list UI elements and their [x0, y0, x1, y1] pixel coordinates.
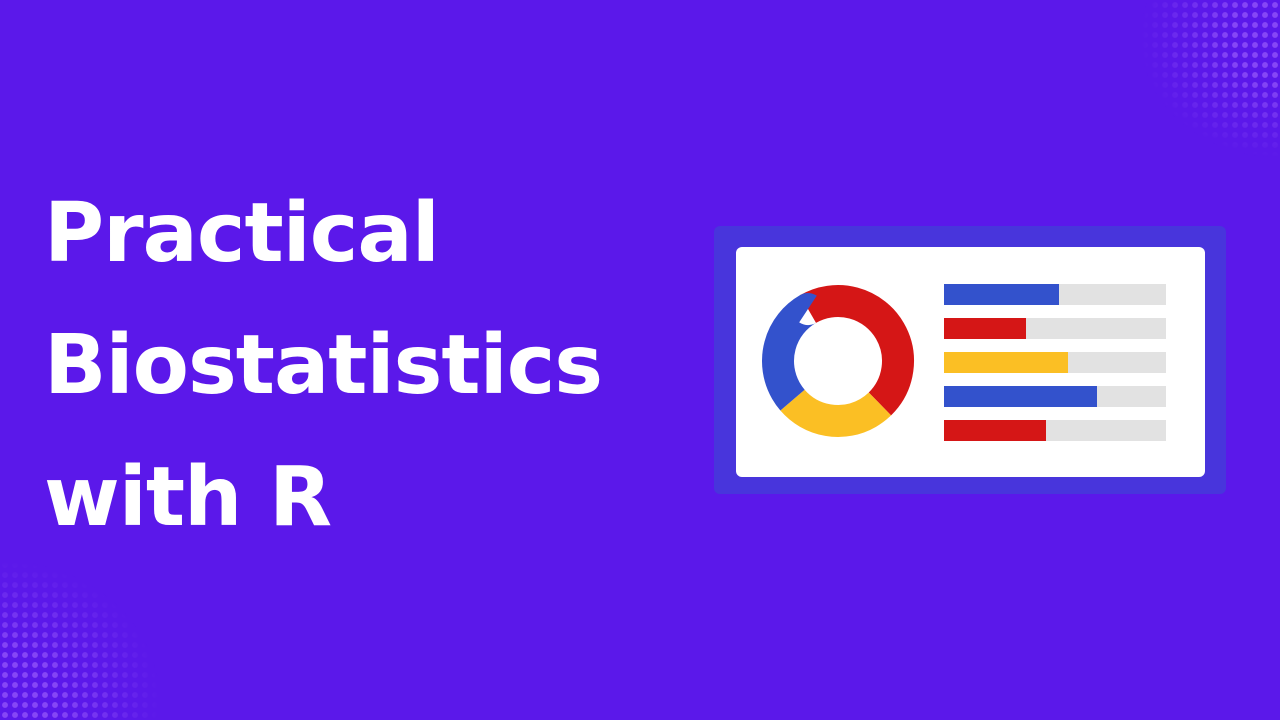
donut-segment-blue — [762, 285, 914, 437]
decorative-dots-top-right — [1060, 0, 1280, 190]
donut-segment-yellow — [762, 285, 914, 437]
bar-fill-blue — [944, 284, 1060, 305]
course-title: Practical Biostatistics with R — [44, 168, 603, 564]
bar-track — [944, 318, 1166, 339]
donut-chart-icon — [762, 285, 914, 437]
title-line-3: with R — [44, 450, 332, 545]
bar-fill-yellow — [944, 352, 1069, 373]
bar-track — [944, 352, 1166, 373]
title-line-2: Biostatistics — [44, 318, 603, 413]
dashboard-illustration — [714, 226, 1226, 494]
dashboard-card — [736, 247, 1205, 477]
bar-fill-blue — [944, 386, 1098, 407]
bar-track — [944, 386, 1166, 407]
bar-list — [944, 284, 1166, 454]
title-line-1: Practical — [44, 186, 440, 281]
bar-fill-red — [944, 420, 1047, 441]
decorative-dots-bottom-left — [0, 520, 230, 720]
bar-fill-red — [944, 318, 1027, 339]
bar-track — [944, 284, 1166, 305]
bar-track — [944, 420, 1166, 441]
